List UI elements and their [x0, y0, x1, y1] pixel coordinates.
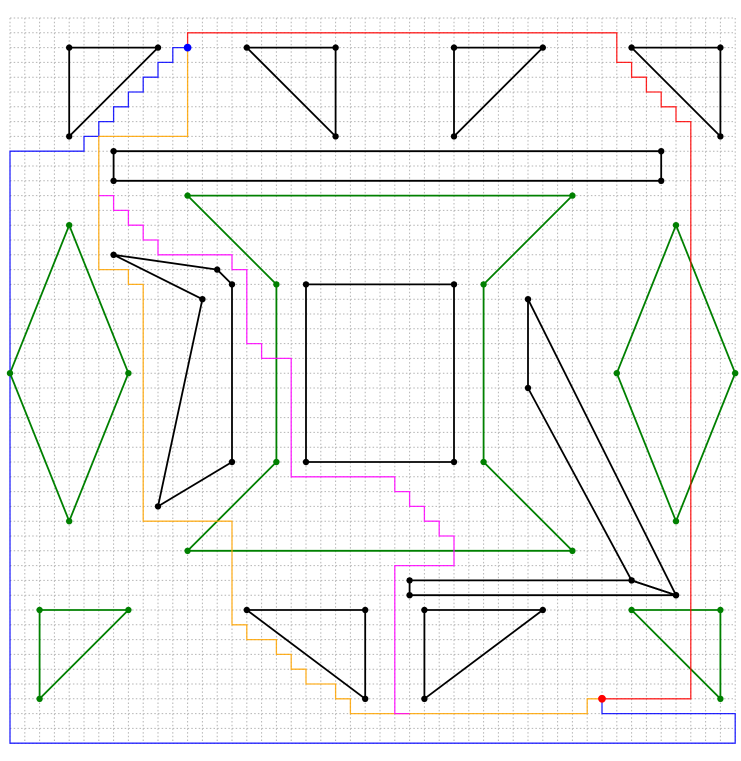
obstacle-vertex	[569, 547, 576, 554]
obstacle-vertex	[717, 133, 724, 140]
obstacle-vertex	[110, 148, 117, 155]
obstacle-vertex	[421, 695, 428, 702]
obstacle-vertex	[125, 606, 132, 614]
obstacle-vertex	[658, 177, 665, 184]
obstacle-vertex	[672, 518, 680, 525]
obstacle-vertex	[406, 592, 413, 599]
obstacle-vertex	[184, 192, 191, 199]
planned-paths	[9, 32, 736, 744]
obstacle-vertex	[199, 296, 206, 303]
obstacle-vertex	[36, 695, 43, 702]
obstacle-vertex	[154, 44, 162, 51]
obstacle-vertex	[539, 44, 546, 51]
obstacle-vertex	[228, 458, 236, 466]
obstacle-vertex	[450, 44, 458, 51]
path-magenta	[98, 194, 455, 715]
obstacle-vertex	[243, 44, 250, 51]
obstacle-tri-top-1	[68, 46, 159, 138]
obstacle-vertex	[302, 458, 310, 466]
path-endpoints	[183, 43, 606, 703]
obstacle-vertex	[524, 296, 532, 303]
obstacle-vertex	[243, 606, 250, 614]
obstacle-vertex	[332, 133, 339, 140]
obstacle-vertex	[406, 577, 413, 584]
obstacle-vertices	[6, 44, 739, 702]
obstacle-vertex	[717, 695, 724, 702]
obstacle-vertex	[362, 695, 369, 702]
obstacle-vertex	[273, 458, 280, 466]
goal-node	[598, 694, 606, 703]
obstacle-vertex	[717, 606, 724, 614]
obstacle-vertex	[332, 44, 339, 51]
obstacle-vertex	[66, 222, 73, 229]
obstacle-vertex	[184, 547, 191, 554]
obstacle-tri-bottom-left	[38, 609, 130, 700]
obstacle-vertex	[66, 133, 73, 140]
dotted-grid	[9, 17, 736, 744]
path-orange	[98, 47, 602, 715]
obstacle-vertex	[450, 458, 458, 466]
obstacle-vertex	[628, 606, 635, 614]
obstacle-tri-top-4	[630, 46, 722, 138]
obstacle-vertex	[302, 281, 310, 288]
obstacle-vertex	[732, 370, 739, 377]
obstacle-vertex	[66, 44, 73, 51]
obstacle-vertex	[421, 606, 428, 614]
obstacle-vertex	[450, 133, 458, 140]
obstacle-vertex	[524, 384, 532, 392]
obstacle-vertex	[6, 370, 14, 377]
obstacle-tri-top-3	[453, 46, 544, 138]
obstacle-vertex	[110, 177, 117, 184]
path-blue	[9, 46, 736, 744]
obstacle-tri-bottom-right	[630, 609, 722, 700]
obstacle-vertex	[66, 518, 73, 525]
obstacle-vertex	[658, 148, 665, 155]
obstacle-vertex	[539, 606, 546, 614]
obstacle-vertex	[228, 281, 236, 288]
path-red	[186, 32, 692, 700]
obstacle-vertex	[613, 370, 620, 377]
obstacle-tri-bottom-2	[245, 609, 367, 700]
obstacle-vertex	[628, 577, 635, 584]
obstacle-tri-top-2	[245, 46, 337, 138]
obstacle-vertex	[125, 370, 132, 377]
obstacle-vertex	[36, 606, 43, 614]
start-node	[183, 43, 192, 52]
obstacle-vertex	[717, 44, 724, 51]
obstacle-vertex	[362, 606, 369, 614]
obstacle-vertex	[110, 251, 117, 258]
obstacle-vertex	[154, 503, 162, 510]
obstacle-tri-bottom-3	[423, 609, 544, 700]
obstacle-vertex	[480, 281, 487, 288]
obstacle-vertex	[569, 192, 576, 199]
obstacle-vertex	[214, 266, 221, 273]
obstacle-vertex	[628, 44, 635, 51]
obstacle-vertex	[672, 592, 680, 599]
obstacle-vertex	[450, 281, 458, 288]
obstacle-vertex	[273, 281, 280, 288]
obstacle-vertex	[480, 458, 487, 466]
obstacle-vertex	[672, 222, 680, 229]
